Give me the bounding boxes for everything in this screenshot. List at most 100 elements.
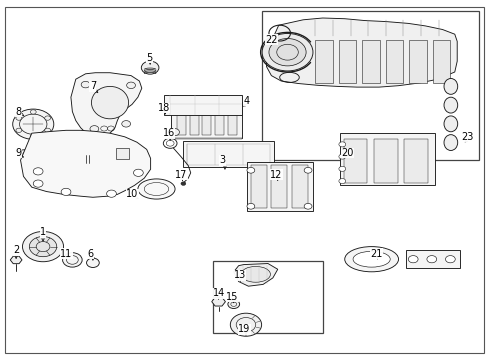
Polygon shape: [266, 18, 456, 87]
Text: 1: 1: [40, 227, 46, 237]
Circle shape: [407, 256, 417, 263]
Circle shape: [22, 231, 63, 262]
Circle shape: [181, 182, 185, 185]
Polygon shape: [71, 73, 142, 135]
Ellipse shape: [138, 179, 175, 199]
Bar: [246, 162, 312, 211]
Circle shape: [16, 116, 22, 120]
Text: 12: 12: [269, 170, 282, 180]
Polygon shape: [171, 138, 242, 139]
Circle shape: [106, 190, 116, 197]
Circle shape: [338, 154, 345, 159]
Text: 9: 9: [16, 148, 21, 158]
Text: 16: 16: [162, 128, 175, 138]
Ellipse shape: [443, 135, 457, 150]
Circle shape: [227, 300, 239, 309]
Text: 2: 2: [13, 245, 19, 255]
Circle shape: [13, 109, 54, 139]
Polygon shape: [20, 130, 150, 197]
Circle shape: [426, 256, 436, 263]
Circle shape: [122, 121, 130, 127]
Polygon shape: [10, 256, 22, 264]
Text: 10: 10: [125, 189, 138, 199]
Bar: [343, 139, 366, 183]
Bar: [250, 165, 266, 208]
Bar: [212, 261, 322, 333]
Bar: [315, 40, 332, 83]
Ellipse shape: [241, 266, 270, 282]
Bar: [291, 165, 307, 208]
Polygon shape: [233, 264, 277, 286]
Ellipse shape: [443, 97, 457, 113]
Circle shape: [61, 188, 71, 195]
Ellipse shape: [352, 251, 389, 267]
Text: 13: 13: [233, 270, 245, 280]
Text: 15: 15: [225, 292, 238, 302]
Circle shape: [246, 203, 254, 209]
Bar: [373, 139, 397, 183]
Circle shape: [246, 167, 254, 173]
Text: 23: 23: [460, 132, 472, 142]
Circle shape: [30, 110, 36, 114]
Circle shape: [30, 134, 36, 139]
Circle shape: [445, 256, 454, 263]
Circle shape: [338, 142, 345, 147]
Text: 14: 14: [212, 288, 224, 298]
Circle shape: [16, 128, 22, 132]
Bar: [408, 40, 426, 83]
Text: 3: 3: [219, 155, 225, 165]
Circle shape: [44, 116, 50, 120]
Text: 6: 6: [87, 249, 93, 259]
Text: 22: 22: [264, 35, 277, 45]
Bar: [51, 144, 127, 185]
Bar: [338, 40, 356, 83]
Bar: [362, 40, 379, 83]
Text: 18: 18: [157, 103, 170, 113]
Circle shape: [304, 167, 311, 173]
Text: 11: 11: [60, 249, 72, 259]
Text: 8: 8: [16, 107, 21, 117]
Bar: [339, 133, 434, 185]
Circle shape: [44, 128, 50, 132]
Circle shape: [29, 237, 57, 257]
Text: 5: 5: [146, 53, 152, 63]
Circle shape: [338, 179, 345, 184]
Bar: [163, 95, 242, 115]
Text: 19: 19: [238, 324, 250, 334]
Circle shape: [262, 33, 312, 71]
Circle shape: [33, 168, 43, 175]
Bar: [432, 40, 449, 83]
Ellipse shape: [344, 247, 398, 272]
Bar: [187, 144, 270, 165]
Circle shape: [86, 258, 99, 267]
Bar: [189, 108, 198, 135]
Bar: [177, 108, 185, 135]
Text: 7: 7: [90, 81, 96, 91]
Bar: [227, 108, 236, 135]
Bar: [405, 250, 459, 268]
Text: 20: 20: [340, 148, 353, 158]
Circle shape: [230, 313, 261, 336]
Ellipse shape: [443, 78, 457, 94]
Circle shape: [126, 82, 135, 89]
Bar: [271, 165, 286, 208]
Circle shape: [141, 61, 159, 74]
Circle shape: [33, 180, 43, 187]
Ellipse shape: [91, 86, 128, 119]
Circle shape: [304, 203, 311, 209]
Bar: [116, 148, 128, 159]
Polygon shape: [16, 148, 41, 164]
Circle shape: [268, 39, 305, 66]
Text: 4: 4: [244, 96, 249, 106]
Text: 21: 21: [369, 249, 382, 259]
Circle shape: [90, 126, 99, 132]
Bar: [404, 139, 427, 183]
Ellipse shape: [443, 116, 457, 132]
Polygon shape: [211, 297, 225, 306]
Bar: [183, 141, 273, 167]
Bar: [202, 108, 211, 135]
Bar: [385, 40, 403, 83]
Circle shape: [81, 81, 90, 88]
Circle shape: [62, 253, 82, 267]
Circle shape: [169, 129, 179, 136]
